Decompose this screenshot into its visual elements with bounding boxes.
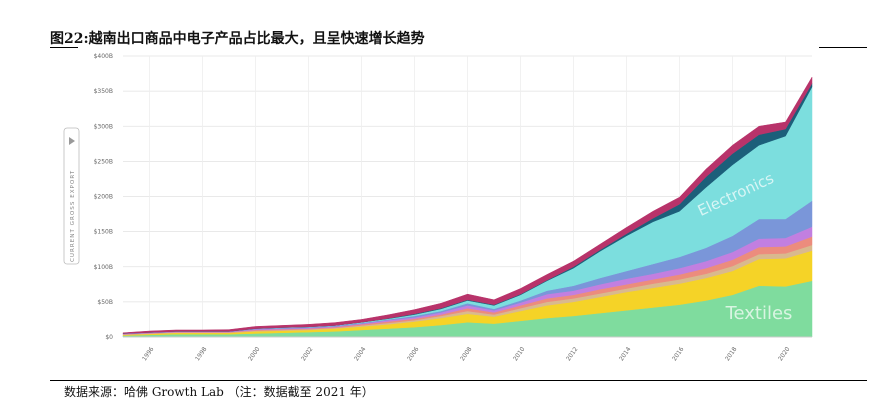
figure-title: 图22:越南出口商品中电子产品占比最大，且呈快速增长趋势	[50, 31, 425, 47]
y-tick-label: $250B	[94, 158, 113, 165]
source-note: 数据来源：哈佛 Growth Lab （注：数据截至 2021 年）	[64, 385, 374, 399]
y-axis-label-box[interactable]: CURRENT GROSS EXPORT	[63, 127, 80, 265]
y-tick-label: $300B	[94, 123, 113, 130]
y-tick-label: $50B	[97, 299, 113, 306]
y-tick-label: $200B	[94, 194, 113, 201]
area-label-textiles: Textiles	[725, 303, 793, 324]
title-rule	[819, 47, 867, 48]
area-layer	[122, 76, 813, 338]
y-axis-label: CURRENT GROSS EXPORT	[70, 170, 76, 262]
x-tick-label: 2004	[353, 346, 368, 363]
y-tick-label: $150B	[94, 229, 113, 236]
x-tick-label: 2006	[406, 346, 421, 363]
x-tick-label: 2010	[512, 346, 527, 363]
title-underline	[50, 47, 78, 48]
x-tick-label: 2014	[618, 346, 633, 363]
x-tick-label: 2018	[724, 346, 739, 363]
y-tick-label: $0	[105, 334, 113, 341]
x-tick-label: 1998	[194, 346, 209, 363]
source-rule	[50, 380, 867, 381]
x-tick-label: 1996	[141, 346, 156, 363]
expand-triangle-icon[interactable]	[69, 137, 75, 145]
axis-layer: $0 $50B $100B $150B $200B $250B $300B $350B $400…	[94, 53, 812, 362]
y-tick-label: $400B	[94, 53, 113, 60]
y-tick-label: $100B	[94, 264, 113, 271]
x-tick-label: 2000	[247, 346, 262, 363]
area-crimson[interactable]	[122, 76, 813, 334]
y-tick-label: $350B	[94, 88, 113, 95]
x-tick-label: 2016	[671, 346, 686, 363]
x-tick-label: 2012	[565, 346, 580, 363]
x-tick-label: 2008	[459, 346, 474, 363]
x-tick-label: 2002	[300, 346, 315, 363]
x-tick-label: 2020	[777, 346, 792, 363]
